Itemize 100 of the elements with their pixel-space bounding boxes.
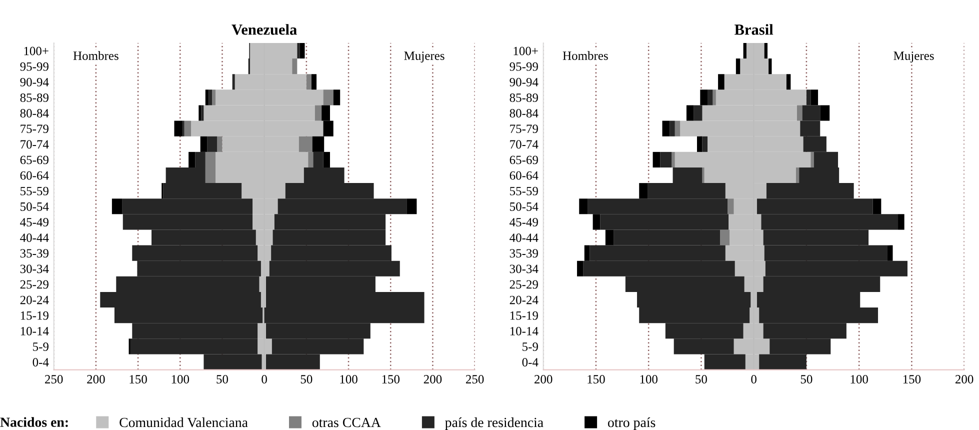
y-tick-label: 90-94 [20,78,49,86]
bar [652,152,660,168]
x-tick-label: 200 [955,375,974,384]
x-tick-label: 150 [130,375,147,384]
x-tick-label: 50 [800,375,812,384]
bar [670,120,675,136]
y-tick-label: 80-84 [20,109,49,118]
bar [662,120,670,136]
bar [700,90,708,106]
x-tick-label: 50 [696,375,707,384]
bar [217,136,222,152]
y-tick-label: 20-24 [510,296,538,304]
y-tick-label: 25-29 [510,280,538,289]
x-tick-label: 200 [534,375,552,384]
bar [201,105,204,121]
bar [198,105,202,121]
bar [887,245,893,261]
bar [660,152,672,168]
x-tick-label: 0 [262,375,267,384]
y-tick-label: 70-74 [20,140,49,149]
annotation: Hombres [562,51,608,60]
bar [592,214,600,230]
bar [786,74,791,90]
y-tick-label: 75-79 [20,124,48,134]
y-tick-label: 95-99 [510,62,538,71]
bar [232,74,235,90]
x-tick-label: 150 [903,375,921,384]
bar [686,105,694,121]
bar [112,198,122,214]
bar [639,183,648,199]
bar [577,260,584,276]
y-tick-label: 0-4 [522,358,538,366]
bar [702,136,708,152]
legend-title: Nacidos en: [0,417,68,427]
bar [708,90,713,106]
bar [728,198,734,214]
bar [306,74,312,90]
bar [292,58,298,74]
bar [694,105,702,121]
y-tick-label: 65-69 [510,156,538,164]
bar [314,105,322,121]
x-tick-label: 100 [640,375,658,384]
bar [297,43,300,59]
x-tick-label: 250 [45,375,63,384]
bar [579,198,588,214]
y-tick-label: 60-64 [20,171,49,180]
bar [872,198,882,214]
x-tick-label: 100 [850,375,868,384]
y-tick-label: 90-94 [510,78,538,86]
bar [720,230,730,246]
bar [736,58,740,74]
y-tick-label: 50-54 [510,202,538,211]
y-tick-label: 100+ [24,46,48,56]
y-tick-label: 85-89 [510,93,538,102]
y-tick-label: 75-79 [510,124,538,134]
legend-label: país de residencia [445,417,544,430]
bar [311,74,317,90]
legend-label: Comunidad Valenciana [120,417,248,428]
bar [200,136,208,152]
annotation: Mujeres [404,52,444,63]
y-tick-label: 55-59 [510,186,538,196]
legend-label: otro país [608,417,656,430]
y-tick-label: 45-49 [20,218,48,226]
bar [820,105,830,121]
y-tick-label: 5-9 [522,342,538,351]
x-tick-label: 100 [172,375,190,384]
x-tick-label: 0 [751,375,756,384]
y-tick-label: 5-9 [33,342,48,351]
y-tick-label: 15-19 [20,311,48,320]
bar [174,120,183,136]
y-tick-label: 45-49 [510,218,538,226]
y-tick-label: 70-74 [510,140,538,149]
bar [810,90,818,106]
y-tick-label: 95-99 [20,62,48,71]
y-tick-label: 10-14 [510,326,538,336]
y-tick-label: 10-14 [20,326,49,336]
annotation: Mujeres [894,52,934,63]
bar [674,120,680,136]
y-tick-label: 60-64 [510,171,538,180]
y-tick-label: 55-59 [20,186,48,196]
bar [188,152,196,168]
bar [764,43,768,59]
y-tick-label: 35-39 [510,249,538,258]
chart-title: Venezuela [232,24,297,35]
y-tick-label: 85-89 [20,93,48,102]
bar [718,74,724,90]
y-tick-label: 40-44 [510,234,538,242]
bar [207,136,218,152]
bar [184,120,192,136]
y-tick-label: 50-54 [20,202,49,211]
bar [796,105,802,121]
y-tick-label: 20-24 [20,296,49,304]
bar [406,198,417,214]
bar [584,245,590,261]
bar [697,136,702,152]
bar [672,152,675,168]
y-tick-label: 15-19 [510,311,538,320]
chart-title: Brasil [734,24,774,35]
bar [810,152,814,168]
x-tick-label: 200 [87,375,105,384]
